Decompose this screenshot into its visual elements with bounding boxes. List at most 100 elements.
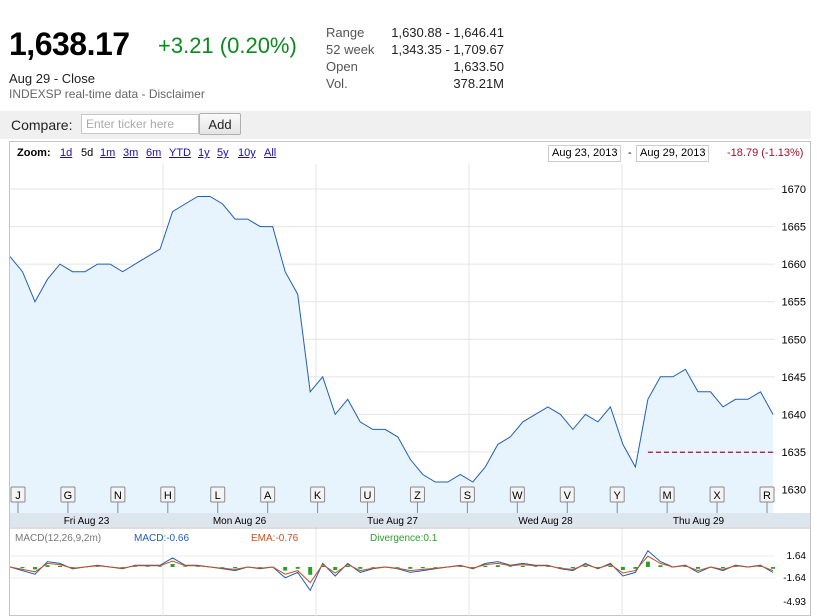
macd-tick-high: 1.64: [787, 551, 807, 562]
news-flag[interactable]: Z: [409, 486, 425, 513]
news-flag[interactable]: A: [260, 486, 276, 513]
divergence-bar: [533, 566, 538, 567]
news-flag-letter: S: [464, 490, 471, 502]
news-flag[interactable]: J: [10, 486, 26, 513]
divergence-bar: [233, 567, 238, 569]
zoom-1y[interactable]: 1y: [198, 147, 210, 159]
news-flag-letter: A: [264, 490, 272, 502]
news-flag-box: [459, 486, 475, 503]
zoom-5y[interactable]: 5y: [217, 147, 229, 159]
divergence-bar: [70, 567, 75, 568]
divergence-bar: [733, 566, 738, 567]
news-flag-box: [759, 486, 775, 503]
quote-date-status: Aug 29 - Close: [9, 71, 95, 86]
y-tick-label: 1670: [782, 184, 806, 196]
divergence-bar: [170, 564, 175, 567]
zoom-bar: Zoom: 1d 5d 1m 3m 6m YTD 1y 5y 10y All A…: [10, 142, 810, 164]
news-flag-letter: V: [564, 490, 572, 502]
news-flag-box: [260, 486, 276, 503]
price-line: [10, 196, 774, 483]
range-separator: -: [628, 147, 632, 159]
stat-row-open: Open 1,633.50: [326, 59, 504, 76]
news-flag[interactable]: R: [759, 486, 775, 513]
divergence-bar: [458, 566, 463, 567]
zoom-10y[interactable]: 10y: [238, 147, 256, 159]
range-end-date[interactable]: Aug 29, 2013: [636, 145, 710, 162]
macd-label: MACD(12,26,9,2m): [15, 533, 101, 544]
stat-label: Vol.: [326, 76, 348, 91]
divergence-bar: [283, 567, 288, 571]
news-flag-box: [709, 486, 725, 503]
news-flag[interactable]: K: [310, 486, 326, 513]
add-ticker-button[interactable]: Add: [199, 113, 241, 135]
range-start-date[interactable]: Aug 23, 2013: [548, 145, 622, 162]
divergence-bar: [258, 567, 263, 568]
news-flag[interactable]: M: [659, 486, 675, 513]
news-flag-letter: M: [663, 490, 672, 502]
divergence-bar: [658, 565, 663, 567]
news-flag-box: [659, 486, 675, 503]
zoom-ytd[interactable]: YTD: [169, 147, 191, 159]
compare-label: Compare:: [11, 117, 73, 133]
divergence-bar: [145, 566, 150, 567]
news-flag-letter: G: [64, 490, 73, 502]
news-flag[interactable]: V: [559, 486, 575, 513]
macd-tick-min: -4.93: [783, 597, 806, 608]
news-flag[interactable]: Y: [609, 486, 625, 513]
news-flag[interactable]: N: [110, 486, 126, 513]
divergence-bar: [771, 567, 775, 569]
news-flag-box: [210, 486, 226, 503]
chart-frame: Zoom: 1d 5d 1m 3m 6m YTD 1y 5y 10y All A…: [9, 141, 811, 616]
stat-row-volume: Vol. 378.21M: [326, 76, 504, 93]
news-flag[interactable]: X: [709, 486, 725, 513]
quote-source[interactable]: INDEXSP real-time data - Disclaimer: [9, 87, 205, 101]
divergence-bar: [508, 566, 513, 567]
divergence-bar: [320, 565, 325, 567]
price-chart[interactable]: 1630 1635 1640 1645 1650 1655 1660 1665 1670 J G N…: [10, 164, 810, 616]
divergence-bar: [608, 565, 613, 567]
stat-value: 1,343.35 - 1,709.67: [391, 42, 504, 57]
news-flag-box: [160, 486, 176, 503]
divergence-bar: [470, 567, 475, 568]
news-flag[interactable]: U: [360, 486, 376, 513]
y-tick-label: 1630: [782, 484, 806, 496]
news-flag[interactable]: W: [509, 486, 525, 513]
zoom-5d[interactable]: 5d: [81, 147, 94, 159]
zoom-3m[interactable]: 3m: [123, 147, 139, 159]
x-axis-label: Tue Aug 27: [367, 516, 418, 527]
divergence-bar: [133, 566, 138, 567]
news-flag[interactable]: L: [210, 486, 226, 513]
news-flag[interactable]: S: [459, 486, 475, 513]
stat-row-range: Range 1,630.88 - 1,646.41: [326, 25, 504, 42]
news-flag-box: [409, 486, 425, 503]
divergence-bar: [595, 567, 600, 568]
news-flag[interactable]: G: [60, 486, 76, 513]
zoom-1d[interactable]: 1d: [60, 147, 73, 159]
divergence-bar: [120, 567, 125, 568]
news-flag-box: [609, 486, 625, 503]
divergence-bar: [720, 567, 725, 569]
news-flag-box: [509, 486, 525, 503]
divergence-bar: [95, 566, 100, 567]
divergence-bar: [583, 565, 588, 567]
y-tick-label: 1665: [782, 222, 806, 234]
news-flag[interactable]: H: [160, 486, 176, 513]
divergence-bar: [33, 567, 38, 570]
divergence-bar: [683, 566, 688, 567]
quote-price: 1,638.17: [9, 26, 130, 62]
compare-ticker-input[interactable]: [81, 114, 199, 134]
zoom-all[interactable]: All: [264, 147, 277, 159]
divergence-bar: [295, 567, 300, 569]
divergence-bar: [395, 567, 400, 568]
divergence-bar: [220, 567, 225, 568]
ema-value: EMA:-0.76: [251, 533, 299, 544]
divergence-bar: [158, 566, 163, 567]
divergence-bar: [370, 567, 375, 568]
zoom-1m[interactable]: 1m: [100, 147, 116, 159]
zoom-6m[interactable]: 6m: [146, 147, 162, 159]
x-axis-label: Fri Aug 23: [64, 516, 110, 527]
quote-change: +3.21 (0.20%): [158, 33, 297, 58]
news-flag-box: [310, 486, 326, 503]
news-flag-letter: H: [164, 490, 172, 502]
news-flag-letter: U: [364, 490, 372, 502]
